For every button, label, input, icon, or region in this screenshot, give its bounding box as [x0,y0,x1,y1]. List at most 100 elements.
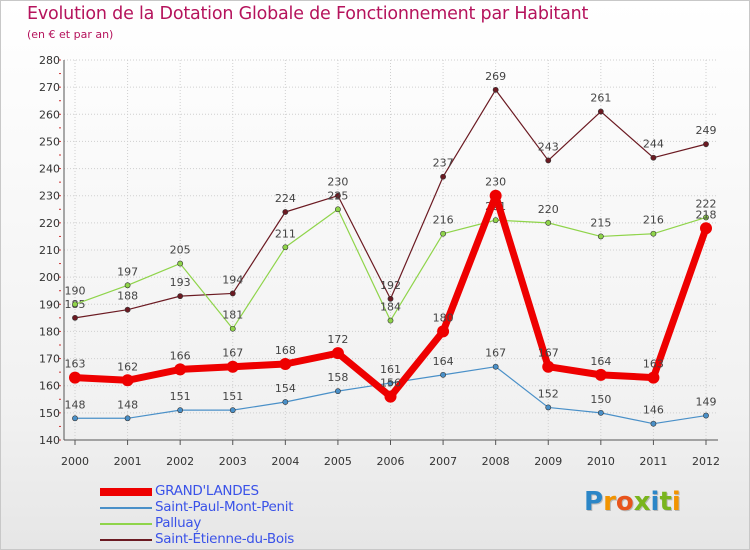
data-label-palluay: 216 [433,214,454,227]
data-point-saint-tienne-du-bois [124,306,131,313]
data-label-grand-landes: 167 [538,347,559,360]
data-label-saint-paul-mont-penit: 148 [117,398,138,411]
chart-title: Evolution de la Dotation Globale de Fonc… [27,4,589,24]
data-point-palluay [229,325,236,332]
data-point-palluay [124,282,131,289]
data-point-saint-paul-mont-penit [545,404,552,411]
data-label-saint-paul-mont-penit: 151 [222,390,243,403]
data-point-palluay [597,233,604,240]
data-point-saint-tienne-du-bois [335,192,341,199]
data-label-saint-tienne-du-bois: 192 [380,279,401,292]
data-point-grand-landes [279,358,292,370]
data-label-grand-landes: 230 [485,176,506,189]
logo-letter: i [671,487,681,517]
data-label-saint-paul-mont-penit: 151 [170,390,191,403]
data-label-saint-tienne-du-bois: 243 [538,140,559,153]
proxiti-logo: Proxiti [584,487,681,517]
x-tick-label: 2005 [324,455,352,468]
data-label-grand-landes: 168 [275,344,296,357]
data-label-palluay: 190 [65,284,86,297]
data-point-grand-landes [226,360,239,373]
y-tick-label: 260 [39,108,60,121]
data-label-saint-paul-mont-penit: 164 [433,355,454,368]
x-tick-label: 2002 [166,455,194,468]
y-tick-label: 220 [39,217,60,230]
logo-letter: r [603,487,616,517]
data-point-saint-tienne-du-bois [650,154,657,161]
data-point-saint-paul-mont-penit [597,409,604,416]
data-point-saint-paul-mont-penit [335,388,341,395]
data-point-saint-tienne-du-bois [597,108,604,115]
data-point-saint-paul-mont-penit [492,363,499,370]
data-label-saint-tienne-du-bois: 230 [327,176,348,189]
line-chart: 140 150 160 170 180 190 200 210 220 230 240 250 260 2… [39,54,720,468]
x-tick-label: 2000 [61,455,89,468]
x-tick-label: 2006 [377,455,405,468]
data-point-saint-tienne-du-bois [440,173,446,180]
data-label-saint-paul-mont-penit: 161 [380,363,401,376]
data-point-saint-paul-mont-penit [703,412,709,419]
data-point-saint-paul-mont-penit [282,399,289,405]
data-point-saint-paul-mont-penit [229,407,236,414]
data-label-grand-landes: 163 [643,358,664,371]
data-label-grand-landes: 164 [590,355,611,368]
data-label-saint-paul-mont-penit: 149 [696,396,717,409]
y-tick-label: 230 [39,190,60,203]
data-point-grand-landes [594,368,607,381]
logo-letter: t [659,487,672,517]
y-tick-label: 150 [39,407,60,420]
x-tick-label: 2011 [639,455,667,468]
data-point-palluay [545,219,552,226]
data-label-grand-landes: 180 [433,311,454,324]
data-label-saint-paul-mont-penit: 167 [485,347,506,360]
data-label-palluay: 211 [275,227,296,240]
y-tick-label: 240 [39,163,60,176]
data-point-palluay [335,206,341,213]
logo-letter: i [650,487,660,517]
data-label-saint-tienne-du-bois: 237 [433,157,454,170]
x-tick-label: 2007 [429,455,457,468]
y-tick-label: 210 [39,244,60,257]
data-label-saint-paul-mont-penit: 158 [327,371,348,384]
data-label-saint-tienne-du-bois: 249 [696,124,717,137]
data-point-saint-paul-mont-penit [650,420,657,427]
legend-label: Palluay [155,515,202,531]
data-point-saint-tienne-du-bois [387,295,394,302]
data-point-palluay [703,214,709,221]
data-point-saint-tienne-du-bois [492,86,499,93]
logo-letter: x [633,487,651,517]
legend-swatch [100,507,152,509]
data-point-grand-landes [489,189,502,202]
data-label-saint-paul-mont-penit: 146 [643,404,664,417]
data-point-saint-tienne-du-bois [545,157,552,164]
data-point-palluay [72,301,78,308]
data-label-grand-landes: 162 [117,360,138,373]
legend-label: Saint-Paul-Mont-Penit [155,499,294,515]
y-tick-label: 140 [39,434,60,447]
data-label-grand-landes: 163 [65,358,86,371]
data-point-saint-paul-mont-penit [124,415,131,422]
data-point-saint-tienne-du-bois [177,293,184,300]
data-label-grand-landes: 218 [696,208,717,221]
data-point-grand-landes [384,390,397,403]
x-tick-label: 2008 [482,455,510,468]
data-label-palluay: 220 [538,203,559,216]
data-label-grand-landes: 167 [222,347,243,360]
data-label-saint-paul-mont-penit: 154 [275,382,296,395]
data-point-grand-landes [69,371,81,384]
data-label-saint-tienne-du-bois: 188 [117,290,138,303]
x-tick-label: 2004 [271,455,299,468]
data-point-saint-tienne-du-bois [229,290,236,297]
data-point-saint-tienne-du-bois [282,209,289,215]
logo-letter: P [584,487,604,517]
data-point-grand-landes [437,325,450,338]
y-tick-label: 270 [39,81,60,94]
y-tick-label: 190 [39,298,60,311]
data-label-saint-tienne-du-bois: 194 [222,273,243,286]
data-point-grand-landes [121,374,134,387]
y-tick-label: 280 [39,54,60,67]
data-point-grand-landes [647,371,660,384]
data-point-palluay [440,230,446,237]
data-point-palluay [387,317,394,324]
